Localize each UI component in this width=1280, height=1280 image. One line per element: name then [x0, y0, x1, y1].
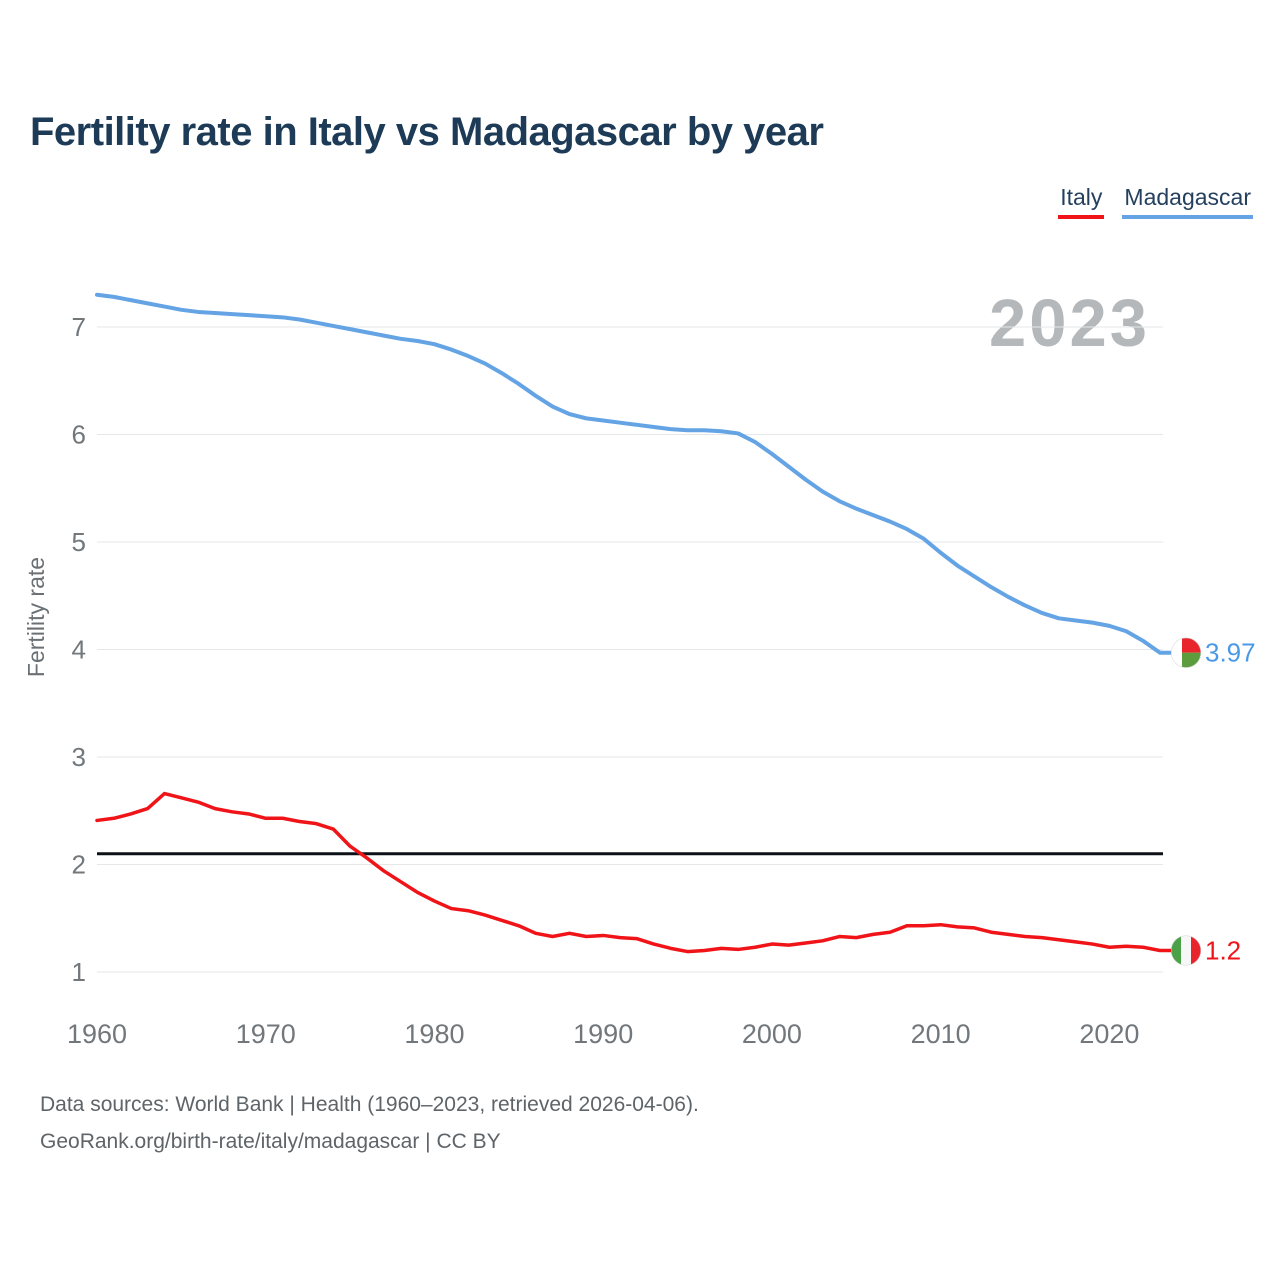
y-tick-label: 5 [72, 527, 86, 557]
footer-sources-line: Data sources: World Bank | Health (1960–… [40, 1093, 699, 1116]
y-tick-label: 1 [72, 957, 86, 987]
y-tick-label: 4 [72, 635, 86, 665]
x-tick-label: 2010 [911, 1019, 971, 1049]
italy-end-value: 1.2 [1205, 936, 1241, 966]
y-axis-title: Fertility rate [23, 557, 49, 677]
x-tick-label: 1980 [404, 1019, 464, 1049]
x-tick-label: 2000 [742, 1019, 802, 1049]
y-tick-label: 6 [72, 420, 86, 450]
y-tick-label: 3 [72, 742, 86, 772]
y-tick-label: 7 [72, 312, 86, 342]
x-tick-label: 1970 [236, 1019, 296, 1049]
footer-attribution-line: GeoRank.org/birth-rate/italy/madagascar … [40, 1130, 501, 1153]
legend-label-madagascar: Madagascar [1124, 184, 1251, 210]
legend-label-italy: Italy [1060, 184, 1103, 210]
madagascar-flag-icon [1171, 637, 1201, 668]
page-title: Fertility rate in Italy vs Madagascar by… [30, 110, 824, 154]
legend-item-madagascar[interactable]: Madagascar [1122, 184, 1253, 219]
footer: Data sources: World Bank | Health (1960–… [40, 1086, 699, 1160]
x-tick-label: 1960 [67, 1019, 127, 1049]
y-tick-label: 2 [72, 850, 86, 880]
madagascar-line [95, 292, 1175, 655]
year-watermark: 2023 [989, 286, 1150, 361]
x-tick-label: 1990 [573, 1019, 633, 1049]
legend: Italy Madagascar [1058, 184, 1253, 219]
italy-flag-icon [1171, 935, 1201, 966]
italy-line [95, 791, 1175, 954]
x-tick-label: 2020 [1079, 1019, 1139, 1049]
madagascar-end-value: 3.97 [1205, 638, 1256, 668]
legend-item-italy[interactable]: Italy [1058, 184, 1105, 219]
